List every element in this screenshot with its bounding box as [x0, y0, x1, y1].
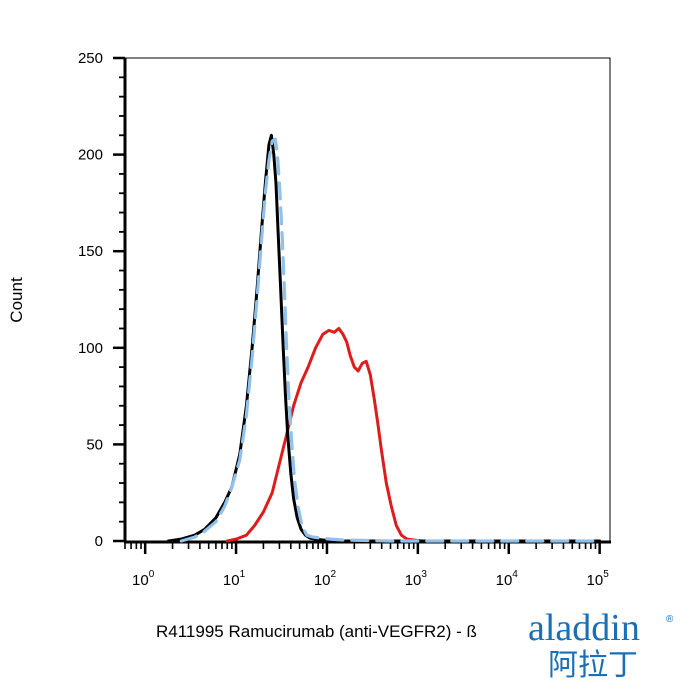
- y-tick-label: 250: [78, 50, 103, 67]
- logo-reg-mark: ®: [666, 614, 674, 625]
- x-axis-title: R411995 Ramucirumab (anti-VEGFR2) - ß: [156, 622, 477, 641]
- logo-cjk-text: 阿拉丁: [548, 648, 638, 683]
- y-axis-title: Count: [7, 277, 26, 323]
- x-tick-label: 104: [496, 569, 519, 589]
- series-layer: [166, 133, 602, 543]
- plot-frame: [124, 57, 611, 542]
- x-tick-label: 101: [223, 569, 246, 589]
- series-line-1: [179, 137, 602, 543]
- x-tick-label: 100: [132, 569, 155, 589]
- y-axis-ticks: 0 50 100 150 200 250: [78, 50, 125, 550]
- x-axis-ticks: 100 101 102 103 104 105: [124, 542, 610, 589]
- x-tick-label: 103: [405, 569, 428, 589]
- series-line-2: [225, 327, 602, 543]
- y-tick-label: 100: [78, 340, 103, 357]
- x-tick-label: 105: [587, 569, 610, 589]
- y-tick-label: 0: [95, 533, 103, 550]
- x-tick-label: 102: [314, 569, 337, 589]
- y-tick-label: 150: [78, 243, 103, 260]
- logo-latin-text: aladdin: [528, 607, 640, 649]
- aladdin-logo: aladdin 阿拉丁 ®: [528, 607, 674, 683]
- y-tick-label: 200: [78, 147, 103, 164]
- y-tick-label: 50: [86, 436, 103, 453]
